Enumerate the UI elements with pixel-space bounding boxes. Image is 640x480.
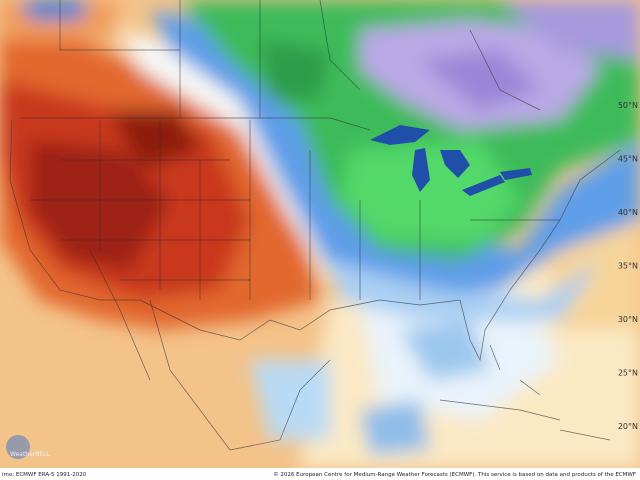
footer-bar xyxy=(0,468,640,480)
latitude-label: 30°N xyxy=(618,315,638,324)
latitude-labels: 50°N 45°N 40°N 35°N 30°N 25°N 20°N xyxy=(618,101,638,431)
footer-copyright: © 2026 European Centre for Medium-Range … xyxy=(273,471,636,478)
latitude-label: 50°N xyxy=(618,101,638,110)
latitude-label: 45°N xyxy=(618,155,638,164)
logo-text: WeatherBELL xyxy=(10,451,51,458)
latitude-label: 25°N xyxy=(618,369,638,378)
latitude-label: 20°N xyxy=(618,422,638,431)
great-lakes xyxy=(370,125,532,196)
latitude-label: 35°N xyxy=(618,262,638,271)
logo: WeatherBELL xyxy=(6,435,51,459)
footer-source: imo: ECMWF ERA-5 1991-2020 xyxy=(2,472,87,478)
boundaries xyxy=(9,0,621,451)
shading xyxy=(0,0,640,468)
latitude-label: 40°N xyxy=(618,208,638,217)
